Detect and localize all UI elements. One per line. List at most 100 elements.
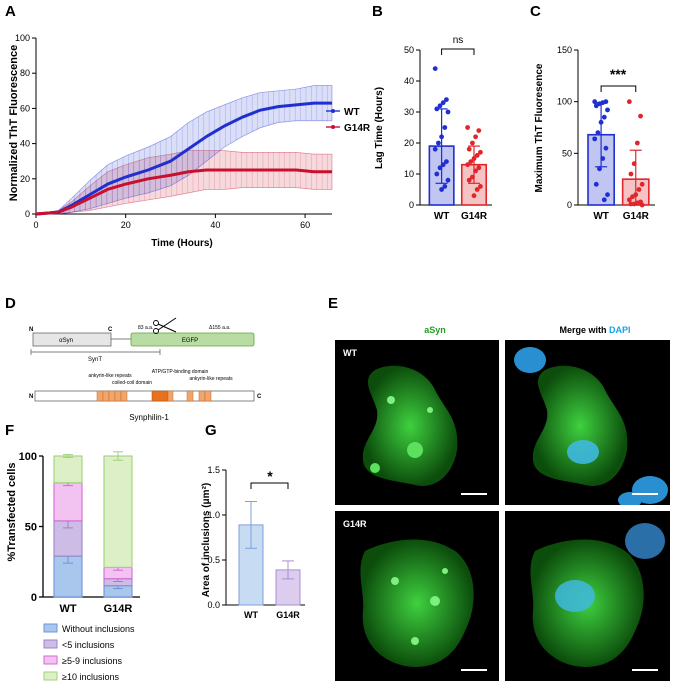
c-point-g14r (626, 197, 632, 203)
c-point-wt (605, 192, 610, 198)
b-point-wt (444, 97, 449, 102)
c-point-wt (593, 181, 599, 187)
f-y-tick-label: 50 (25, 522, 37, 534)
b-y-tick-label: 50 (404, 45, 414, 55)
b-point-g14r (474, 153, 480, 158)
g14r-asyn-image (360, 539, 474, 667)
e-row-label-wt: WT (343, 348, 357, 358)
panel-d-diagram: N αSyn C EGFP 83 a.a. Δ155 a.a. SynT ank… (29, 317, 262, 422)
a-y-tick-label: 60 (20, 103, 30, 113)
g14r-merge-image (530, 523, 665, 667)
f-segment-wt-2 (53, 482, 83, 522)
ankyrin-repeat-6 (186, 390, 194, 402)
b-y-tick-label: 0 (409, 200, 414, 210)
b-point-wt (440, 162, 446, 168)
panel-label-f: F (5, 422, 15, 439)
c-x-tick-label: WT (593, 211, 609, 222)
c-y-tick-label: 150 (557, 45, 572, 55)
a-legend-label-g14r: G14R (344, 123, 371, 134)
f-legend-label-3: ≥10 inclusions (62, 672, 119, 682)
g-y-tick-label: 1.5 (207, 465, 220, 475)
a-line-wt (35, 101, 332, 216)
a-x-tick-label: 20 (121, 220, 131, 230)
a-x-tick-label: 60 (300, 220, 310, 230)
b-point-g14r (474, 187, 480, 192)
c-x-tick-label: G14R (623, 211, 650, 222)
b-point-wt (432, 146, 438, 152)
c-point-wt (605, 107, 610, 113)
a-x-tick-label: 0 (33, 220, 38, 230)
scissors-icon (153, 317, 177, 334)
f-y-axis-label: %Transfected cells (6, 462, 18, 561)
c-point-g14r (636, 187, 642, 192)
synt-label: SynT (88, 357, 102, 363)
c-point-wt (603, 145, 609, 151)
b-point-g14r (471, 156, 477, 161)
b-point-wt (439, 187, 444, 192)
b-y-tick-label: 40 (404, 76, 414, 86)
wt-asyn-image (362, 365, 458, 486)
a-x-tick-label: 40 (210, 220, 220, 230)
a-y-tick-label: 40 (20, 139, 30, 149)
b-significance-bracket (441, 48, 475, 55)
g-y-tick-label: 1.0 (207, 510, 220, 520)
coiled-coil-label: coiled-coil domain (112, 380, 152, 386)
a-legend-marker-wt (331, 109, 335, 113)
g-significance-bracket (250, 482, 289, 489)
synphilin-bar (34, 390, 255, 402)
e-dapi-text: DAPI (609, 325, 631, 335)
panel-label-c: C (530, 3, 541, 20)
b-point-g14r (478, 149, 483, 155)
g-significance-label: * (267, 468, 273, 484)
ankyrin-repeat-7 (198, 390, 206, 402)
g-x-tick-label: WT (244, 610, 258, 620)
egfp-box-label: EGFP (182, 338, 198, 344)
b-point-wt (442, 125, 448, 130)
b-x-tick-label: WT (434, 211, 450, 222)
g-y-axis-label: Area of inclusions (μm²) (201, 483, 212, 597)
a-x-axis-label: Time (Hours) (151, 238, 213, 249)
panel-label-e: E (328, 295, 339, 312)
b-point-wt (439, 134, 444, 140)
e-col-title-asyn: aSyn (424, 325, 446, 335)
b-point-wt (434, 171, 440, 177)
f-legend-swatch-0 (43, 623, 58, 633)
b-point-wt (437, 103, 443, 109)
a-y-tick-label: 0 (25, 209, 30, 219)
c-point-wt (592, 136, 598, 142)
synphilin-label: Synphilin-1 (129, 413, 169, 422)
ankyrin-label-right: ankyrin-like repeats (189, 376, 233, 382)
b-point-g14r (478, 184, 483, 189)
panel-b-chart: Lag Time (Hours) ns 0 10 20 30 40 50 WT G14R (374, 35, 492, 222)
g-x-tick-label: G14R (276, 610, 300, 620)
c-point-g14r (630, 194, 635, 200)
b-point-wt (445, 177, 451, 183)
f-y-tick-label: 0 (31, 592, 37, 604)
c-point-wt (598, 119, 604, 125)
panel-label-d: D (5, 295, 16, 312)
asyn-box (32, 332, 112, 347)
c-point-g14r (634, 140, 640, 146)
coiled-coil-domain (151, 390, 169, 402)
micro-g14r-asyn: G14R (335, 511, 499, 681)
c-point-g14r (628, 201, 634, 207)
b-point-g14r (471, 193, 477, 199)
b-point-wt (442, 184, 448, 189)
b-y-axis-label: Lag Time (Hours) (374, 87, 385, 169)
ankyrin-repeat-4 (114, 390, 122, 402)
c-y-axis-label: Maximum ThT Fluoresence (534, 63, 545, 192)
ankyrin-repeat-3 (108, 390, 116, 402)
e-col-title-merge: Merge with DAPI (545, 325, 645, 335)
g-y-tick-label: 0.5 (207, 555, 220, 565)
d-top-n-label: N (29, 327, 33, 333)
d-bottom-c-label: C (257, 394, 262, 400)
scale-bar (632, 669, 658, 671)
a-legend-label-wt: WT (344, 107, 360, 118)
micro-g14r-merge (505, 511, 670, 681)
scale-bar (461, 669, 487, 671)
c-point-g14r (639, 202, 645, 208)
b-point-wt (445, 109, 451, 115)
scale-bar (461, 493, 487, 495)
egfp-box (130, 332, 255, 347)
c-point-wt (601, 114, 607, 120)
